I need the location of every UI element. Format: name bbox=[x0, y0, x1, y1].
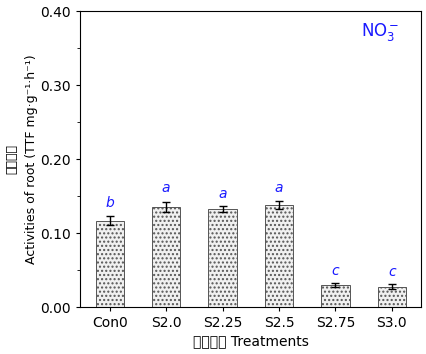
Text: c: c bbox=[387, 265, 395, 279]
Text: c: c bbox=[331, 264, 338, 278]
Text: a: a bbox=[218, 187, 226, 201]
Bar bbox=[320, 285, 349, 307]
Text: a: a bbox=[274, 182, 282, 195]
Text: a: a bbox=[161, 182, 170, 195]
Text: b: b bbox=[105, 195, 114, 210]
Y-axis label: 根系活力
Activities of root (TTF mg·g⁻¹·h⁻¹): 根系活力 Activities of root (TTF mg·g⁻¹·h⁻¹) bbox=[6, 55, 37, 264]
Text: NO$_3^-$: NO$_3^-$ bbox=[360, 21, 399, 43]
Bar bbox=[264, 205, 292, 307]
Bar bbox=[152, 207, 180, 307]
Bar bbox=[95, 221, 124, 307]
Bar bbox=[377, 286, 405, 307]
Bar bbox=[208, 209, 236, 307]
X-axis label: 场强处理 Treatments: 场强处理 Treatments bbox=[193, 335, 308, 348]
